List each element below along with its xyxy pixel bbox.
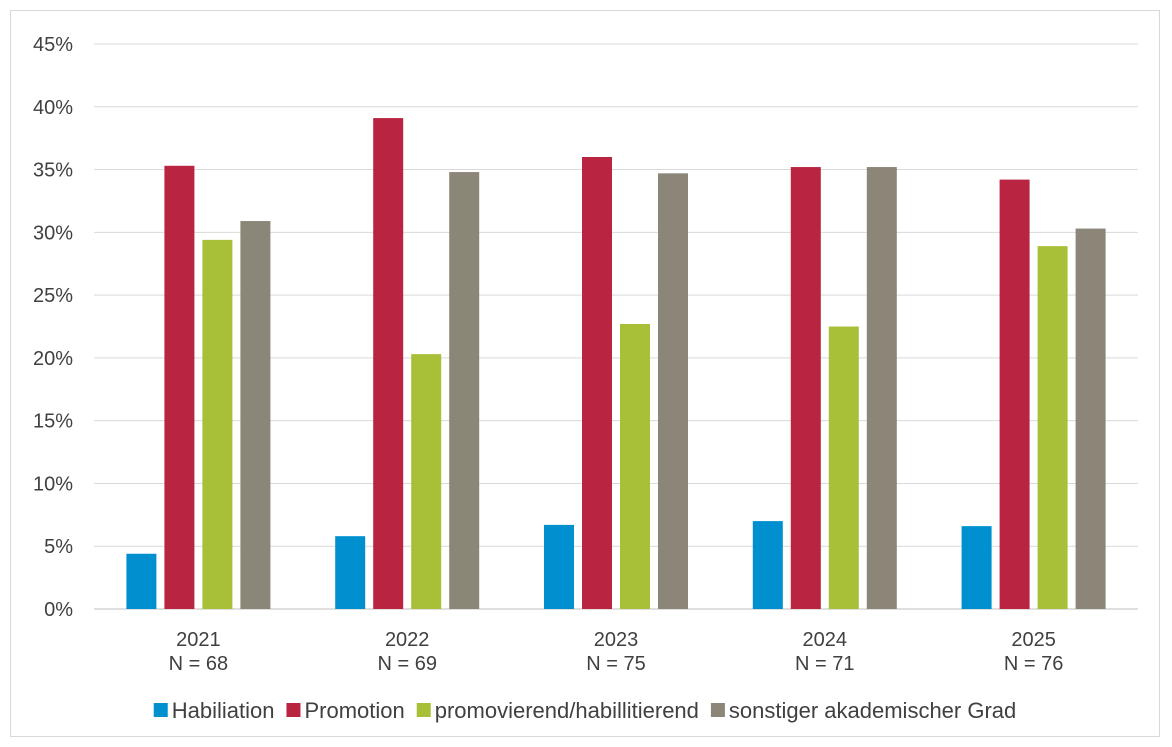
bar-habiliation-2024: [752, 521, 783, 609]
legend: Habiliation Promotion promovierend/habilli…: [153, 698, 1016, 723]
bar-promotion-2021: [164, 165, 195, 610]
bar-habiliation-2025: [961, 526, 992, 609]
bar-habiliation-2021: [126, 553, 157, 609]
legend-label: Promotion: [304, 698, 404, 723]
x-category-sublabel: N = 69: [377, 653, 436, 675]
chart-frame: 0% 5% 10% 15% 20% 25% 30% 35% 40% 45% 2021 N = 68 2…: [10, 10, 1160, 737]
legend-label: sonstiger akademischer Grad: [729, 698, 1016, 723]
bar-habiliation-2023: [544, 524, 574, 609]
y-tick-label: 20%: [33, 348, 73, 370]
bar-promotion-2024: [790, 167, 821, 610]
legend-label: Habiliation: [172, 698, 275, 723]
legend-swatch: [286, 703, 301, 717]
bar-sonstiger-akademischer-grad-2024: [866, 167, 897, 610]
x-category-sublabel: N = 68: [169, 653, 228, 675]
x-category-label: 2023: [594, 629, 639, 651]
legend-swatch: [153, 703, 168, 717]
y-axis-tick-labels: 0% 5% 10% 15% 20% 25% 30% 35% 40% 45%: [33, 34, 73, 621]
bar-sonstiger-akademischer-grad-2022: [449, 172, 480, 610]
bar-sonstiger-akademischer-grad-2023: [658, 173, 688, 610]
y-tick-label: 10%: [33, 473, 73, 495]
legend-label: promovierend/habillitierend: [435, 698, 699, 723]
y-tick-label: 25%: [33, 285, 73, 307]
bar-promotion-2025: [999, 179, 1030, 609]
bar-promovierend-habillitierend-2024: [828, 326, 859, 609]
bar-promotion-2023: [582, 157, 612, 609]
bar-habiliation-2022: [335, 536, 366, 609]
legend-swatch: [416, 703, 431, 717]
bar-sonstiger-akademischer-grad-2021: [240, 221, 271, 610]
y-tick-label: 15%: [33, 411, 73, 433]
y-tick-label: 5%: [44, 536, 73, 558]
bars: [126, 118, 1106, 610]
bar-promovierend-habillitierend-2021: [202, 239, 233, 609]
y-tick-label: 0%: [44, 599, 73, 621]
x-category-label: 2025: [1011, 629, 1056, 651]
bar-sonstiger-akademischer-grad-2025: [1075, 228, 1106, 610]
y-tick-label: 35%: [33, 160, 73, 182]
bar-promovierend-habillitierend-2025: [1037, 246, 1068, 609]
y-tick-label: 45%: [33, 34, 73, 56]
x-category-sublabel: N = 71: [795, 653, 854, 675]
x-category-label: 2022: [385, 629, 430, 651]
legend-swatch: [710, 703, 725, 717]
bar-promotion-2022: [373, 118, 404, 610]
x-category-sublabel: N = 76: [1004, 653, 1063, 675]
bar-promovierend-habillitierend-2023: [620, 323, 650, 609]
y-tick-label: 30%: [33, 222, 73, 244]
x-category-sublabel: N = 75: [586, 653, 645, 675]
x-category-label: 2024: [803, 629, 848, 651]
bar-promovierend-habillitierend-2022: [411, 354, 442, 609]
y-tick-label: 40%: [33, 97, 73, 119]
x-category-label: 2021: [176, 629, 221, 651]
